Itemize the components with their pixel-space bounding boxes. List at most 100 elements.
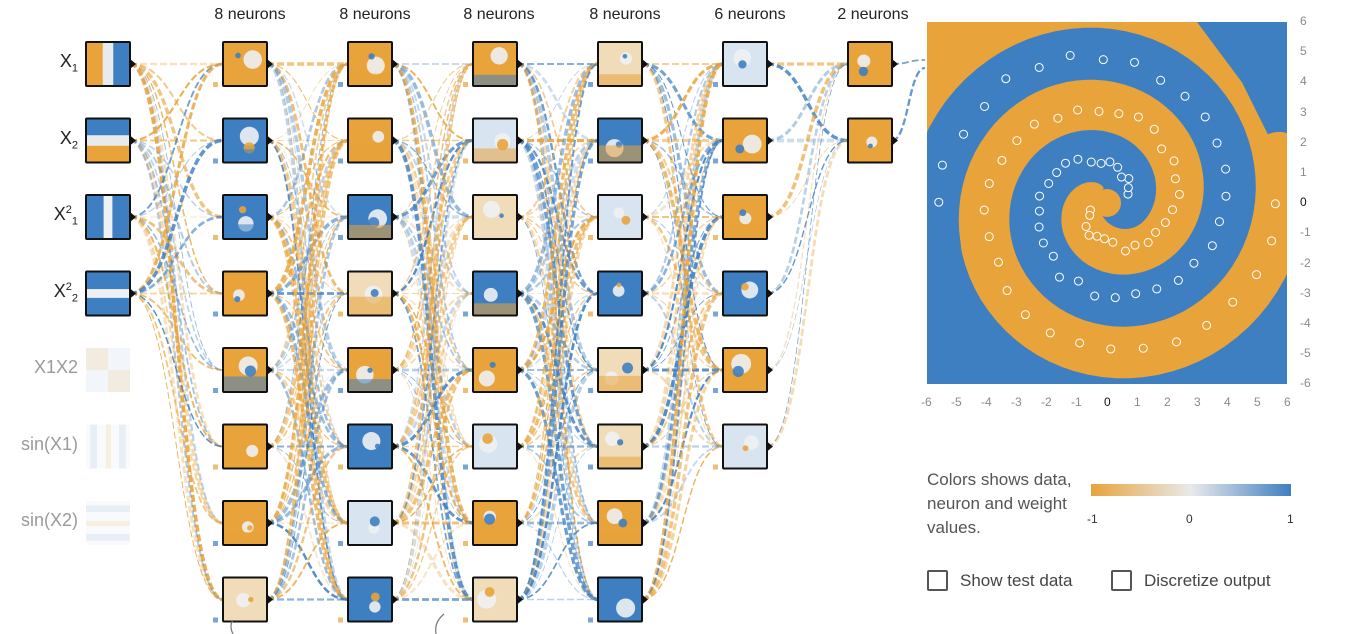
- weight-link[interactable]: [129, 215, 224, 295]
- weight-link[interactable]: [391, 369, 474, 447]
- weight-link[interactable]: [391, 139, 474, 524]
- layer-1-node-7[interactable]: [222, 500, 268, 552]
- layer-3-node-3[interactable]: [472, 194, 518, 240]
- layer-3-node-8[interactable]: [472, 576, 518, 623]
- layer-4-node-5[interactable]: [597, 347, 643, 396]
- weight-link[interactable]: [516, 139, 599, 525]
- feature-node-sinx2[interactable]: [86, 501, 130, 545]
- layer-4-node-8[interactable]: [597, 576, 643, 623]
- layer-5-node-3[interactable]: [722, 194, 768, 244]
- weight-link[interactable]: [641, 139, 724, 448]
- weight-link[interactable]: [391, 63, 474, 371]
- layer-5-node-5[interactable]: [722, 347, 768, 393]
- weight-link[interactable]: [391, 139, 474, 601]
- weight-link[interactable]: [391, 445, 474, 525]
- weight-link[interactable]: [266, 522, 349, 601]
- weight-link[interactable]: [266, 215, 349, 602]
- weight-link[interactable]: [766, 62, 849, 143]
- weight-link[interactable]: [391, 216, 474, 600]
- weight-link[interactable]: [266, 216, 349, 294]
- weight-link[interactable]: [266, 521, 349, 601]
- weight-link[interactable]: [516, 292, 599, 524]
- weight-link[interactable]: [641, 139, 724, 601]
- bias-marker[interactable]: [338, 82, 343, 87]
- bias-marker[interactable]: [213, 388, 218, 393]
- weight-link[interactable]: [266, 62, 349, 525]
- weight-link[interactable]: [641, 368, 724, 602]
- weight-link[interactable]: [766, 62, 849, 295]
- weight-link[interactable]: [516, 292, 599, 372]
- weight-link[interactable]: [516, 62, 599, 296]
- bias-marker[interactable]: [588, 235, 593, 240]
- weight-link[interactable]: [129, 63, 224, 295]
- weight-link[interactable]: [266, 292, 349, 524]
- layer-4-node-2[interactable]: [597, 117, 643, 166]
- bias-marker[interactable]: [713, 158, 718, 164]
- layer-3-node-4[interactable]: [472, 270, 518, 324]
- weight-link[interactable]: [266, 140, 349, 218]
- weight-link[interactable]: [391, 63, 474, 218]
- weight-link[interactable]: [641, 139, 724, 372]
- bias-marker[interactable]: [463, 235, 468, 240]
- weight-link[interactable]: [516, 139, 599, 371]
- weight-link[interactable]: [266, 138, 349, 602]
- weight-link[interactable]: [266, 369, 349, 448]
- bias-marker[interactable]: [338, 311, 343, 317]
- weight-link[interactable]: [516, 292, 599, 371]
- weight-link[interactable]: [516, 522, 599, 601]
- weight-link[interactable]: [266, 63, 349, 448]
- weight-link[interactable]: [266, 139, 349, 372]
- bias-marker[interactable]: [338, 158, 343, 164]
- weight-link[interactable]: [266, 215, 349, 296]
- weight-link[interactable]: [516, 445, 599, 524]
- bias-marker[interactable]: [588, 311, 593, 317]
- layer-2-node-1[interactable]: [347, 41, 393, 93]
- weight-link[interactable]: [641, 216, 724, 294]
- weight-link[interactable]: [266, 293, 349, 371]
- show-test-data-toggle[interactable]: Show test data: [927, 570, 1072, 591]
- weight-link[interactable]: [391, 521, 474, 602]
- weight-link[interactable]: [516, 62, 599, 448]
- weight-link[interactable]: [266, 63, 349, 141]
- layer-5-node-6[interactable]: [722, 423, 768, 470]
- bias-marker[interactable]: [463, 541, 468, 546]
- weight-link[interactable]: [516, 63, 599, 141]
- layer-4-node-4[interactable]: [597, 270, 643, 317]
- weight-link[interactable]: [391, 292, 474, 525]
- bias-marker[interactable]: [713, 388, 718, 393]
- bias-marker[interactable]: [338, 541, 343, 546]
- weight-link[interactable]: [391, 215, 474, 295]
- layer-4-node-3[interactable]: [597, 194, 643, 240]
- weight-link[interactable]: [641, 293, 724, 371]
- layer-6-node-1[interactable]: [847, 41, 893, 87]
- weight-link[interactable]: [766, 140, 849, 218]
- weight-link[interactable]: [516, 62, 599, 142]
- weight-link[interactable]: [641, 138, 724, 219]
- weight-link[interactable]: [766, 139, 849, 448]
- layer-3-node-5[interactable]: [472, 347, 518, 393]
- weight-link[interactable]: [391, 63, 474, 142]
- weight-link[interactable]: [641, 62, 724, 143]
- weight-link[interactable]: [391, 139, 474, 218]
- weight-link[interactable]: [641, 139, 724, 218]
- layer-5-node-2[interactable]: [722, 117, 768, 164]
- bias-marker[interactable]: [338, 464, 343, 470]
- bias-marker[interactable]: [213, 464, 218, 470]
- bias-marker[interactable]: [213, 82, 218, 87]
- layer-3-node-6[interactable]: [472, 423, 518, 470]
- layer-4-node-1[interactable]: [597, 41, 643, 94]
- weight-link[interactable]: [516, 63, 599, 524]
- weight-link[interactable]: [391, 521, 474, 601]
- bias-marker[interactable]: [463, 388, 468, 393]
- feature-node-x22[interactable]: [85, 270, 131, 317]
- weight-link[interactable]: [641, 62, 724, 372]
- weight-link[interactable]: [766, 139, 849, 295]
- weight-link[interactable]: [391, 63, 474, 295]
- weight-link[interactable]: [129, 139, 224, 601]
- weight-link[interactable]: [516, 215, 599, 295]
- weight-link[interactable]: [129, 293, 224, 600]
- feature-node-x12[interactable]: [85, 194, 131, 240]
- weight-link[interactable]: [391, 292, 474, 371]
- weight-link[interactable]: [641, 368, 724, 448]
- weight-link[interactable]: [266, 62, 349, 219]
